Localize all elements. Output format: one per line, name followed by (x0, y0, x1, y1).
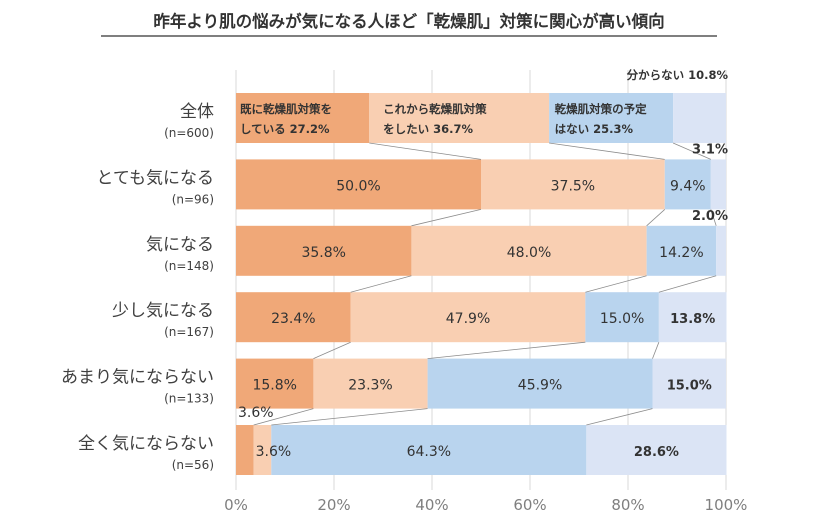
category-n: (n=56) (172, 458, 214, 472)
top-bar-label: 分からない 10.8% (627, 68, 729, 82)
data-label: 35.8% (301, 245, 345, 261)
x-tick-label: 20% (317, 496, 350, 514)
bar-segment (673, 93, 726, 143)
bar-segment (236, 93, 370, 143)
data-label: 37.5% (551, 178, 595, 194)
data-label: 50.0% (336, 178, 380, 194)
top-bar-label: これから乾燥肌対策 (383, 102, 487, 116)
bar-segment (658, 292, 727, 343)
data-label: 2.0% (692, 209, 728, 224)
category-n: (n=600) (164, 126, 214, 140)
data-label: 23.3% (348, 378, 392, 394)
connector-line (369, 142, 482, 160)
connector-line (253, 408, 314, 426)
category-n: (n=167) (164, 325, 214, 339)
data-label: 3.1% (692, 142, 728, 157)
category-label: とても気になる (96, 168, 214, 188)
data-label: 9.4% (670, 178, 706, 194)
bar-segment (350, 292, 586, 343)
data-label: 15.0% (600, 311, 644, 327)
data-label: 14.2% (659, 245, 703, 261)
bar-segment (236, 225, 412, 276)
data-label: 45.9% (518, 378, 562, 394)
category-label: 少し気になる (112, 301, 214, 321)
category-label: 全体 (180, 102, 214, 122)
data-label: 28.6% (634, 445, 679, 460)
data-label: 48.0% (507, 245, 551, 261)
data-label: 15.0% (667, 379, 712, 394)
bar-segment (411, 225, 647, 276)
bar-segment (549, 93, 674, 143)
bar-segment (369, 93, 550, 143)
bar-segment (236, 159, 481, 210)
top-bar-label: はない 25.3% (555, 122, 634, 136)
category-n: (n=133) (164, 392, 214, 406)
x-tick-label: 80% (611, 496, 644, 514)
data-label: 3.6% (238, 405, 274, 421)
connector-line (411, 209, 482, 227)
bar-segment (716, 225, 726, 276)
bar-segment (646, 225, 717, 276)
bar-segment (236, 292, 351, 343)
connector-line (585, 275, 647, 293)
bar-segment (586, 425, 727, 475)
connector-line (586, 408, 653, 426)
data-label: 23.4% (271, 311, 315, 327)
connector-line (271, 408, 428, 426)
top-bar-label: 乾燥肌対策の予定 (555, 102, 647, 116)
category-n: (n=148) (164, 259, 214, 273)
category-label: あまり気にならない (61, 368, 214, 388)
top-bar-label: をしたい 36.7% (383, 122, 473, 136)
data-label: 64.3% (407, 444, 451, 460)
connector-line (658, 275, 717, 293)
connector-line (549, 142, 665, 160)
bar-segment (253, 425, 272, 475)
data-label: 13.8% (670, 312, 715, 327)
connector-line (350, 275, 412, 293)
x-tick-label: 40% (415, 496, 448, 514)
data-label: 47.9% (446, 311, 490, 327)
category-n: (n=96) (172, 192, 214, 206)
x-tick-label: 100% (705, 496, 748, 514)
bar-segment (236, 358, 314, 409)
bar-segment (236, 425, 254, 475)
connector-line (646, 209, 666, 227)
x-tick-label: 0% (224, 496, 248, 514)
bar-segment (710, 159, 726, 210)
bar-segment (271, 425, 587, 475)
bar-segment (481, 159, 665, 210)
top-bar-label: 既に乾燥肌対策を (240, 102, 332, 116)
connector-line (313, 341, 351, 359)
bar-segment (585, 292, 659, 343)
bar-segment (313, 358, 428, 409)
bar-segment (652, 358, 726, 409)
category-label: 全く気にならない (78, 434, 214, 454)
chart-title: 昨年より肌の悩みが気になる人ほど「乾燥肌」対策に関心が高い傾向 (153, 11, 664, 31)
bar-segment (664, 159, 711, 210)
connector-line (710, 209, 717, 226)
connector-line (652, 342, 660, 359)
connector-line (427, 341, 586, 359)
data-label: 3.6% (256, 444, 292, 460)
category-label: 気になる (146, 235, 214, 255)
x-tick-label: 60% (513, 496, 546, 514)
top-bar-label: している 27.2% (240, 122, 330, 136)
bar-segment (427, 358, 653, 409)
data-label: 15.8% (252, 378, 296, 394)
connector-line (672, 142, 711, 160)
